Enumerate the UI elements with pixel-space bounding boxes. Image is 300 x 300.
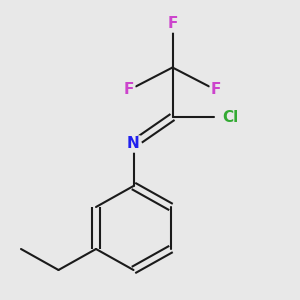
Text: F: F xyxy=(211,82,221,98)
Text: N: N xyxy=(127,136,140,152)
Text: F: F xyxy=(124,82,134,98)
Text: Cl: Cl xyxy=(222,110,238,124)
Text: F: F xyxy=(167,16,178,32)
